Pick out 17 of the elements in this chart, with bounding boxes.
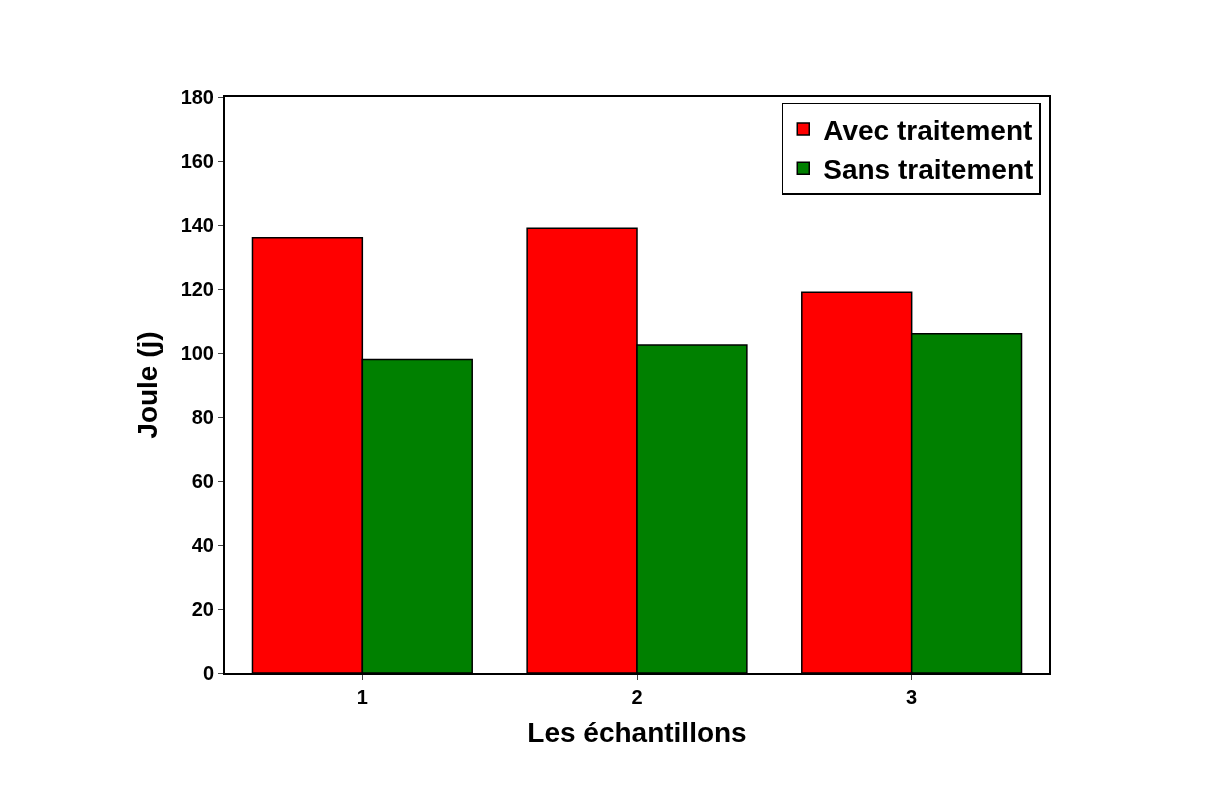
x-tick-label: 1 <box>356 686 368 708</box>
x-axis-title: Les échantillons <box>527 716 747 748</box>
y-tick-label: 140 <box>180 214 214 236</box>
x-tick-label: 2 <box>631 686 643 708</box>
y-tick-label: 80 <box>191 406 214 428</box>
y-axis-title: Joule (j) <box>131 331 163 439</box>
x-tick-label: 3 <box>906 686 918 708</box>
legend-label: Sans traitement <box>823 154 1034 186</box>
y-tick-label: 160 <box>180 150 214 172</box>
y-tick-label: 180 <box>180 86 214 108</box>
y-tick-label: 100 <box>180 342 214 364</box>
y-tick-label: 60 <box>191 470 214 492</box>
y-tick-label: 120 <box>180 278 214 300</box>
y-tick-label: 0 <box>202 662 214 684</box>
y-tick-label: 40 <box>191 534 214 556</box>
legend-label: Avec traitement <box>823 114 1033 146</box>
y-tick-label: 20 <box>191 598 214 620</box>
